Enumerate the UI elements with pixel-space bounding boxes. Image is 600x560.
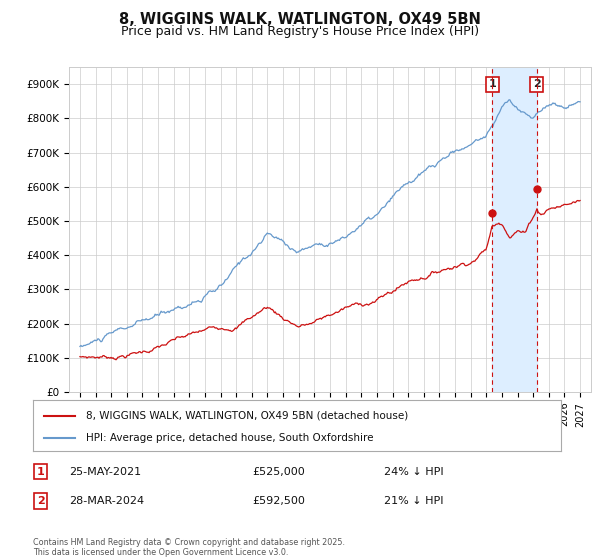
Text: 2: 2	[37, 496, 44, 506]
Text: 24% ↓ HPI: 24% ↓ HPI	[384, 466, 443, 477]
Text: £525,000: £525,000	[252, 466, 305, 477]
Text: 25-MAY-2021: 25-MAY-2021	[69, 466, 141, 477]
Text: £592,500: £592,500	[252, 496, 305, 506]
Text: 1: 1	[488, 80, 496, 89]
Bar	[492, 67, 537, 392]
Text: 8, WIGGINS WALK, WATLINGTON, OX49 5BN (detached house): 8, WIGGINS WALK, WATLINGTON, OX49 5BN (d…	[86, 410, 408, 421]
Text: 8, WIGGINS WALK, WATLINGTON, OX49 5BN: 8, WIGGINS WALK, WATLINGTON, OX49 5BN	[119, 12, 481, 27]
Text: 1: 1	[37, 466, 44, 477]
Text: 28-MAR-2024: 28-MAR-2024	[69, 496, 144, 506]
Text: 2: 2	[533, 80, 541, 89]
Text: Contains HM Land Registry data © Crown copyright and database right 2025.
This d: Contains HM Land Registry data © Crown c…	[33, 538, 345, 557]
Text: Price paid vs. HM Land Registry's House Price Index (HPI): Price paid vs. HM Land Registry's House …	[121, 25, 479, 38]
Text: 21% ↓ HPI: 21% ↓ HPI	[384, 496, 443, 506]
Text: HPI: Average price, detached house, South Oxfordshire: HPI: Average price, detached house, Sout…	[86, 433, 373, 443]
